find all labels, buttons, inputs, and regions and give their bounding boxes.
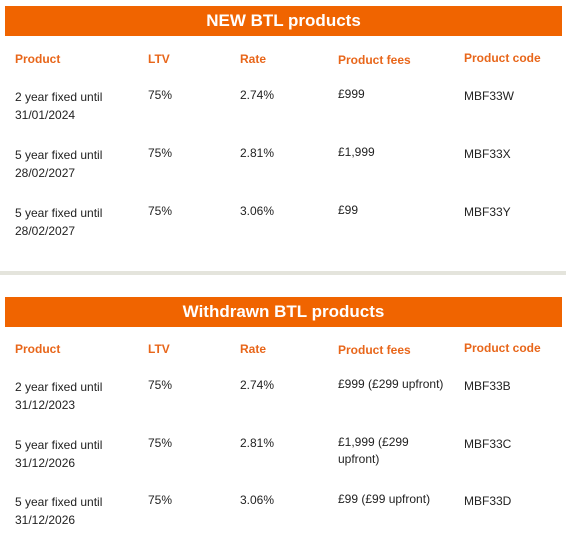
- row-3-ltv: 75%: [148, 493, 173, 507]
- header-product-fees: Product fees: [338, 53, 411, 67]
- row-1-fees: £999 (£299 upfront): [338, 377, 444, 391]
- row-2-product: 5 year fixed until 31/12/2026: [15, 438, 103, 470]
- header-ltv: LTV: [148, 342, 170, 356]
- header-product-fees: Product fees: [338, 343, 411, 357]
- new-btl-products-panel: NEW BTL products Product LTV Rate Produc…: [5, 6, 562, 261]
- row-1-product: 2 year fixed until 31/01/2024: [15, 90, 103, 122]
- row-1-code: MBF33W: [464, 89, 515, 103]
- new-btl-banner: NEW BTL products: [5, 6, 562, 36]
- header-product-code: Product code: [464, 51, 541, 65]
- header-product: Product: [15, 342, 61, 356]
- row-2-ltv: 75%: [148, 436, 173, 450]
- section-divider: [0, 271, 566, 275]
- row-3-fees: £99 (£99 upfront): [338, 492, 431, 506]
- header-ltv: LTV: [148, 52, 170, 66]
- row-1-product: 2 year fixed until 31/12/2023: [15, 380, 103, 412]
- row-2-rate: 2.81%: [240, 146, 275, 160]
- withdrawn-btl-banner: Withdrawn BTL products: [5, 297, 562, 327]
- row-3-code: MBF33Y: [464, 205, 511, 219]
- row-2-product: 5 year fixed until 28/02/2027: [15, 148, 103, 180]
- row-3-rate: 3.06%: [240, 493, 275, 507]
- row-2-fees: £1,999 (£299 upfront): [338, 435, 409, 466]
- row-2-code: MBF33X: [464, 147, 511, 161]
- header-rate: Rate: [240, 52, 267, 66]
- row-3-rate: 3.06%: [240, 204, 275, 218]
- row-3-code: MBF33D: [464, 494, 512, 508]
- withdrawn-btl-products-panel: Withdrawn BTL products Product LTV Rate …: [5, 297, 562, 535]
- row-3-product: 5 year fixed until 31/12/2026: [15, 495, 103, 527]
- row-1-rate: 2.74%: [240, 378, 275, 392]
- row-3-ltv: 75%: [148, 204, 173, 218]
- row-3-fees: £99: [338, 203, 359, 217]
- header-product-code: Product code: [464, 341, 541, 355]
- row-1-code: MBF33B: [464, 379, 511, 393]
- header-product: Product: [15, 52, 61, 66]
- row-1-fees: £999: [338, 87, 365, 101]
- row-1-ltv: 75%: [148, 88, 173, 102]
- row-1-rate: 2.74%: [240, 88, 275, 102]
- row-2-ltv: 75%: [148, 146, 173, 160]
- row-1-ltv: 75%: [148, 378, 173, 392]
- row-2-code: MBF33C: [464, 437, 512, 451]
- row-2-rate: 2.81%: [240, 436, 275, 450]
- row-3-product: 5 year fixed until 28/02/2027: [15, 206, 103, 238]
- row-2-fees: £1,999: [338, 145, 375, 159]
- header-rate: Rate: [240, 342, 267, 356]
